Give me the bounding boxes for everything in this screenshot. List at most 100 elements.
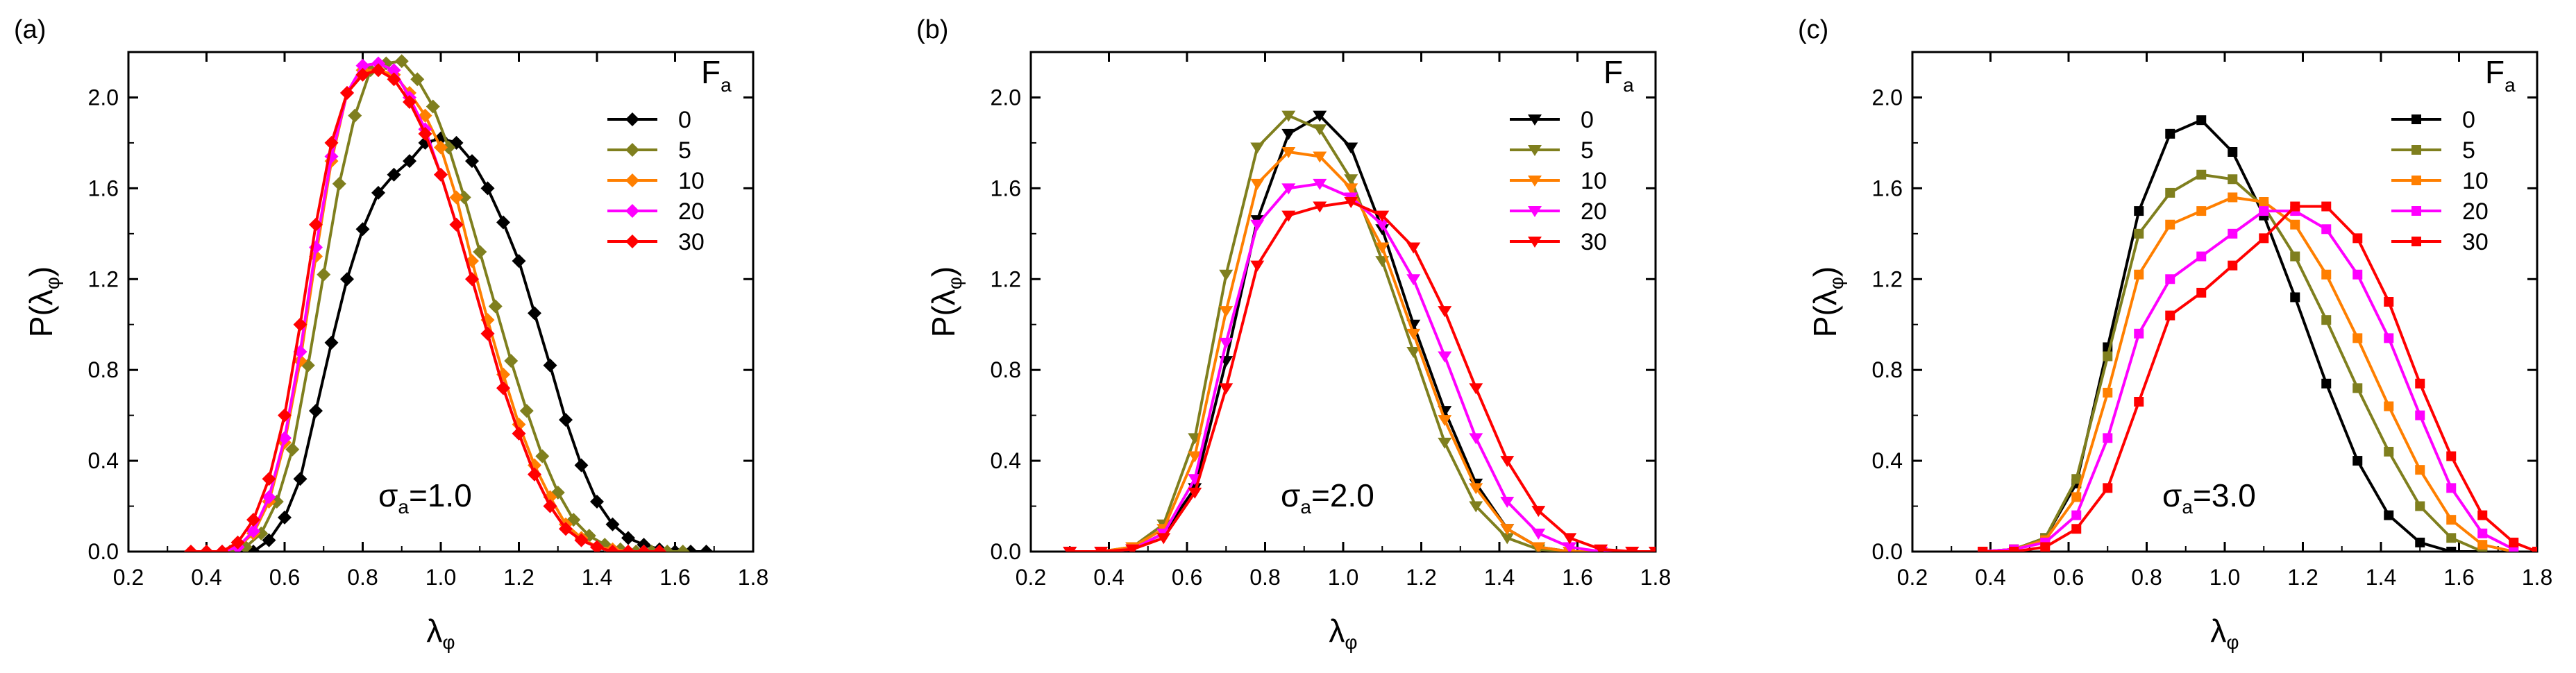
data-point (324, 135, 339, 150)
legend-marker (625, 173, 639, 187)
data-point (2384, 333, 2394, 343)
data-point (1219, 269, 1234, 281)
data-point (1469, 483, 1483, 495)
data-point (410, 72, 425, 87)
data-point (1438, 415, 1452, 427)
x-tick-label: 1.2 (2287, 565, 2318, 590)
x-tick-label: 0.2 (1897, 565, 1928, 590)
data-point (559, 413, 573, 427)
legend-item-10: 10 (2391, 168, 2489, 194)
data-point (2321, 201, 2332, 212)
chart-panel-b: (b) 0.2 0.4 0.6 0.8 1.0 1.2 1.4 1.6 1.8 0.0 0.4 0.8 1… (916, 15, 1671, 653)
panel-label: (b) (916, 15, 948, 44)
chart-panel-a: (a) 0.2 0.4 0.6 0.8 1.0 1.2 1.4 1.6 1.8 0.0 0.4 0.8 1… (14, 15, 768, 653)
data-point (1344, 174, 1358, 186)
legend-marker (1528, 176, 1542, 187)
series-line-10 (1982, 196, 2514, 552)
data-point (2290, 201, 2300, 212)
plot-area (184, 54, 714, 552)
data-point (246, 545, 260, 552)
data-point (512, 254, 526, 269)
legend-label: 20 (678, 198, 705, 225)
x-tick-label: 0.6 (269, 565, 300, 590)
data-point (2165, 219, 2175, 230)
series-line-20 (1982, 210, 2515, 552)
data-point (2228, 260, 2238, 271)
data-point (2352, 456, 2363, 466)
data-point (332, 176, 346, 191)
panel-label: (c) (1798, 15, 1828, 44)
data-point (480, 326, 495, 341)
data-point (1563, 542, 1577, 552)
data-point (653, 545, 666, 552)
data-point (590, 495, 604, 509)
data-point (2352, 383, 2363, 393)
legend-item-30: 30 (1510, 229, 1607, 255)
x-tick-label: 1.4 (582, 565, 612, 590)
data-point (480, 181, 495, 196)
data-point (340, 85, 354, 100)
data-point (1469, 433, 1483, 445)
data-point (1978, 547, 1988, 552)
series-10 (1978, 192, 2519, 552)
data-point (1281, 110, 1296, 122)
data-point (2321, 378, 2332, 389)
legend: Fa 0 5 10 20 30 (1510, 54, 1634, 255)
y-tick-label: 1.2 (88, 266, 119, 291)
data-point (1313, 201, 1327, 213)
data-point (1313, 178, 1327, 190)
x-tick-label: 1.6 (1562, 565, 1592, 590)
legend-label: 20 (2462, 198, 2489, 225)
legend-marker (2411, 206, 2421, 216)
y-tick-label: 0.0 (991, 539, 1021, 564)
data-point (293, 472, 308, 486)
x-tick-label: 0.6 (1172, 565, 1202, 590)
data-point (1594, 544, 1608, 552)
x-axis-label: λφ (1329, 613, 1357, 653)
data-point (1281, 210, 1296, 222)
x-tick-label: 0.6 (2053, 565, 2084, 590)
data-point (246, 513, 260, 527)
data-point (465, 154, 479, 169)
legend-item-20: 20 (2391, 198, 2489, 225)
data-point (2196, 287, 2207, 298)
legend-label: 5 (1581, 137, 1594, 164)
legend-item-0: 0 (1510, 107, 1594, 133)
legend-title: Fa (1603, 54, 1634, 96)
y-tick-label: 0.4 (1872, 448, 1903, 473)
data-point (1219, 337, 1234, 349)
data-point (355, 67, 370, 82)
legend-marker (1528, 114, 1542, 126)
legend: Fa 0 5 10 20 30 (2391, 54, 2516, 255)
data-point (2196, 251, 2207, 262)
data-point (434, 167, 448, 182)
data-point (2134, 397, 2144, 407)
x-tick-label: 1.6 (659, 565, 690, 590)
legend-item-10: 10 (607, 168, 705, 194)
data-point (2228, 174, 2238, 185)
data-point (449, 217, 464, 232)
x-tick-label: 0.8 (1249, 565, 1280, 590)
data-point (2196, 169, 2207, 180)
y-tick-label: 0.0 (1872, 539, 1903, 564)
data-point (543, 499, 557, 513)
data-point (2384, 401, 2394, 411)
y-tick-label: 1.6 (991, 176, 1021, 201)
legend-marker (625, 204, 639, 218)
data-point (434, 140, 448, 155)
data-point (246, 524, 260, 538)
data-point (2040, 542, 2051, 552)
data-point (348, 108, 362, 123)
data-point (699, 545, 714, 552)
data-point (621, 531, 635, 545)
data-point (559, 522, 573, 536)
legend-label: 20 (1581, 198, 1607, 225)
data-point (2446, 451, 2457, 461)
data-point (2071, 492, 2082, 502)
data-point (519, 404, 534, 418)
legend-label: 5 (678, 137, 691, 164)
data-point (1094, 547, 1109, 552)
data-point (1469, 383, 1483, 395)
legend-item-30: 30 (2391, 229, 2489, 255)
data-point (1500, 524, 1515, 536)
